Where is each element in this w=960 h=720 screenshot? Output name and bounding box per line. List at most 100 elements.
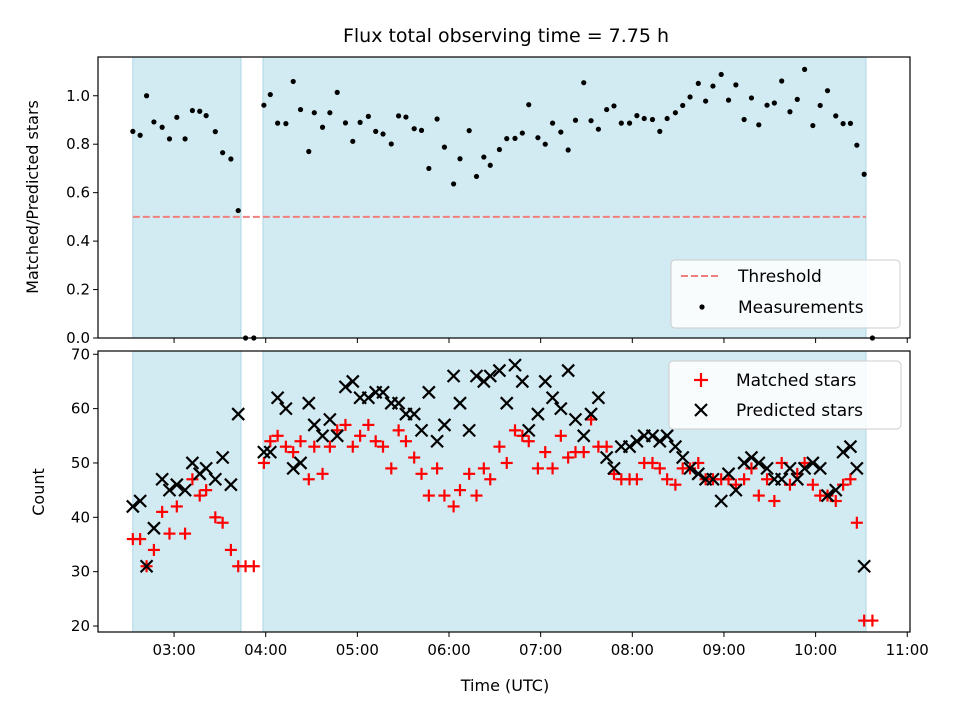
measurement-point [611, 103, 617, 109]
measurement-point [634, 113, 640, 119]
matched-star-point [308, 440, 321, 453]
measurement-point [197, 108, 203, 114]
predicted-star-point [813, 461, 827, 476]
measurement-point [512, 135, 518, 141]
predicted-star-point [515, 374, 530, 389]
predicted-star-point [286, 461, 300, 476]
matched-star-point [562, 451, 575, 464]
measurement-point [473, 173, 480, 180]
measurement-point [519, 130, 525, 136]
shaded-span-1 [132, 56, 242, 339]
predicted-star-point [714, 494, 728, 508]
matched-star-point [369, 435, 382, 448]
measurement-point [626, 120, 633, 126]
y-tick-label: 70 [71, 345, 90, 363]
y-tick-label: 0.0 [66, 329, 90, 347]
measurement-point [166, 136, 173, 142]
matched-star-point [630, 473, 643, 486]
measurement-point [641, 115, 647, 122]
y-tick-label: 30 [71, 563, 90, 581]
measurement-points [130, 66, 876, 341]
predicted-star-point [376, 385, 390, 400]
predicted-star-point [199, 461, 213, 476]
measurement-point [618, 120, 624, 126]
measurement-point [283, 121, 289, 127]
predicted-star-point [774, 472, 789, 487]
predicted-star-point [346, 374, 360, 389]
matched-star-point [539, 446, 552, 459]
measurement-point [342, 120, 349, 126]
predicted-star-point [338, 380, 353, 394]
matched-star-point [134, 533, 147, 546]
measurement-point [794, 96, 800, 102]
predicted-star-point [783, 461, 797, 476]
measurement-point [703, 98, 709, 104]
measurement-point [365, 113, 371, 119]
predicted-star-point [828, 483, 843, 497]
matched-star-point [392, 424, 405, 437]
matched-star-point [850, 516, 863, 529]
measurement-point [297, 106, 304, 113]
predicted-star-point [279, 401, 293, 416]
measurement-point [380, 131, 386, 137]
measurement-point [143, 93, 150, 99]
predicted-star-point [215, 450, 230, 465]
predicted-star-point [307, 418, 322, 432]
measurement-point [741, 116, 747, 123]
y-tick-label: 40 [71, 508, 90, 526]
measurement-point [203, 113, 209, 119]
predicted-star-point [691, 467, 706, 481]
predicted-star-point [599, 450, 614, 465]
measurement-point [357, 119, 363, 126]
matched-star-point [323, 440, 336, 453]
predicted-star-point [554, 401, 568, 416]
matched-star-point [422, 489, 435, 502]
measurement-point [771, 100, 777, 106]
y-tick-label: 60 [71, 400, 90, 418]
measurement-point [787, 109, 793, 115]
predicted-star-point [126, 499, 140, 514]
top-legend-box [670, 259, 901, 329]
bottom-y-axis-label: Count [29, 468, 48, 516]
y-tick-label: 50 [71, 454, 90, 472]
matched-star-point [484, 473, 497, 486]
measurement-point [151, 119, 157, 125]
predicted-star-point [706, 472, 720, 487]
measurement-point [802, 66, 808, 72]
predicted-star-point [499, 396, 514, 410]
predicted-star-point [584, 407, 598, 421]
matched-star-point [279, 440, 292, 453]
predicted-star-point [653, 434, 667, 449]
measurement-point [261, 102, 267, 108]
measurement-point [526, 102, 532, 108]
matched-star-point [745, 462, 758, 475]
top-legend: Threshold Measurements [670, 259, 901, 329]
predicted-star-point [660, 429, 674, 443]
predicted-star-point [462, 423, 476, 438]
x-tick-label: 04:00 [244, 641, 287, 659]
predicted-star-point [607, 461, 621, 476]
measurement-point [581, 80, 587, 86]
measurement-point [649, 116, 656, 123]
predicted-star-point [857, 559, 871, 574]
predicted-star-point [330, 429, 344, 443]
predicted-star-point [729, 483, 743, 497]
y-tick-label: 0.8 [66, 135, 90, 153]
predicted-star-point [806, 456, 820, 470]
measurement-point [373, 128, 379, 134]
predicted-star-point [231, 407, 245, 421]
measurement-point [350, 138, 356, 144]
predicted-star-point [492, 363, 507, 378]
measurement-point [504, 136, 510, 142]
y-tick-label: 1.0 [66, 87, 90, 105]
matched-star-point [661, 473, 674, 486]
measurement-point [228, 156, 234, 162]
predicted-star-point [752, 456, 766, 470]
matched-star-point [463, 467, 476, 480]
predicted-legend-swatch [694, 403, 708, 417]
predicted-star-point [545, 390, 560, 405]
measurement-point [549, 120, 556, 126]
matched-star-point [653, 462, 666, 475]
measurement-point [535, 135, 541, 141]
measurement-point [672, 110, 678, 116]
